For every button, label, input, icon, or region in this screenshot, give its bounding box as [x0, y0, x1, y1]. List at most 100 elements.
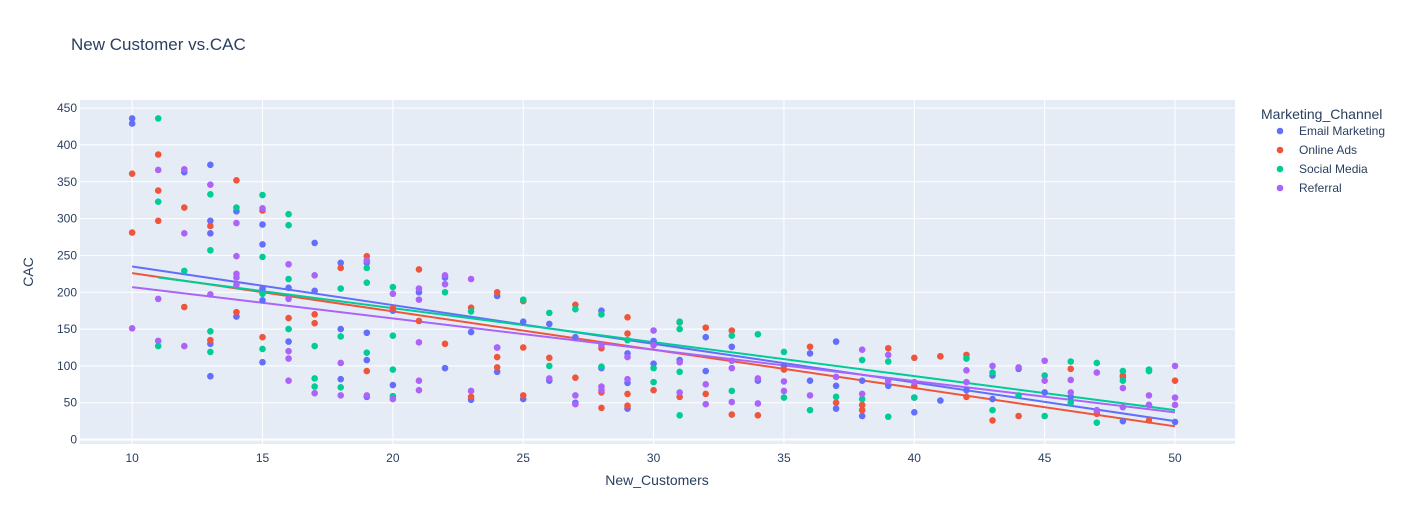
scatter-point[interactable]: [285, 295, 292, 303]
scatter-point[interactable]: [337, 375, 345, 383]
scatter-point[interactable]: [754, 411, 762, 419]
scatter-point[interactable]: [546, 309, 553, 317]
scatter-point[interactable]: [285, 338, 292, 345]
scatter-point[interactable]: [180, 342, 188, 350]
scatter-point[interactable]: [363, 257, 371, 264]
scatter-point[interactable]: [676, 389, 683, 396]
scatter-point[interactable]: [233, 274, 240, 281]
scatter-point[interactable]: [1041, 389, 1048, 396]
scatter-point[interactable]: [207, 190, 214, 198]
scatter-point[interactable]: [207, 230, 214, 237]
scatter-point[interactable]: [884, 344, 892, 352]
scatter-point[interactable]: [285, 325, 292, 333]
scatter-point[interactable]: [989, 395, 996, 403]
scatter-point[interactable]: [806, 377, 814, 384]
scatter-point[interactable]: [937, 353, 944, 360]
legend-item[interactable]: Social Media: [1276, 162, 1368, 176]
scatter-point[interactable]: [259, 191, 266, 199]
scatter-point[interactable]: [337, 359, 345, 367]
scatter-point[interactable]: [728, 411, 736, 418]
scatter-point[interactable]: [415, 377, 423, 384]
scatter-point[interactable]: [546, 362, 553, 370]
scatter-point[interactable]: [1171, 377, 1179, 384]
scatter-point[interactable]: [180, 230, 188, 237]
scatter-point[interactable]: [1145, 367, 1153, 375]
scatter-point[interactable]: [806, 392, 814, 399]
scatter-point[interactable]: [337, 325, 345, 333]
scatter-point[interactable]: [154, 295, 162, 303]
scatter-point[interactable]: [624, 353, 631, 361]
scatter-point[interactable]: [989, 369, 996, 376]
scatter-point[interactable]: [519, 296, 527, 303]
scatter-point[interactable]: [311, 342, 318, 350]
scatter-point[interactable]: [650, 327, 657, 334]
scatter-point[interactable]: [650, 378, 657, 386]
scatter-point[interactable]: [884, 382, 892, 390]
scatter-point[interactable]: [311, 311, 318, 318]
scatter-point[interactable]: [415, 285, 423, 292]
scatter-point[interactable]: [363, 367, 371, 375]
scatter-point[interactable]: [154, 115, 162, 122]
scatter-point[interactable]: [207, 336, 214, 344]
scatter-point[interactable]: [259, 297, 266, 304]
scatter-point[interactable]: [415, 317, 423, 325]
scatter-point[interactable]: [1067, 376, 1075, 384]
scatter-point[interactable]: [128, 325, 136, 332]
scatter-point[interactable]: [311, 319, 318, 327]
scatter-point[interactable]: [259, 285, 266, 292]
scatter-point[interactable]: [598, 311, 605, 318]
scatter-point[interactable]: [311, 375, 318, 382]
scatter-point[interactable]: [180, 204, 188, 211]
scatter-point[interactable]: [1041, 377, 1048, 384]
scatter-point[interactable]: [389, 290, 397, 298]
scatter-point[interactable]: [207, 222, 214, 230]
scatter-point[interactable]: [415, 266, 423, 273]
scatter-point[interactable]: [884, 351, 892, 359]
scatter-point[interactable]: [154, 187, 162, 194]
scatter-point[interactable]: [259, 358, 266, 366]
scatter-point[interactable]: [154, 342, 162, 350]
scatter-point[interactable]: [285, 347, 292, 355]
scatter-point[interactable]: [1067, 365, 1075, 373]
scatter-point[interactable]: [1145, 417, 1153, 424]
scatter-point[interactable]: [624, 390, 631, 398]
scatter-point[interactable]: [572, 392, 579, 399]
scatter-point[interactable]: [676, 411, 683, 419]
scatter-point[interactable]: [233, 219, 240, 227]
scatter-point[interactable]: [702, 367, 710, 375]
scatter-point[interactable]: [1041, 412, 1048, 420]
scatter-point[interactable]: [598, 363, 605, 370]
scatter-point[interactable]: [519, 318, 527, 326]
scatter-point[interactable]: [624, 330, 631, 337]
scatter-point[interactable]: [207, 161, 214, 169]
scatter-point[interactable]: [1015, 364, 1022, 371]
scatter-point[interactable]: [624, 336, 631, 344]
scatter-point[interactable]: [415, 386, 423, 394]
scatter-point[interactable]: [963, 355, 970, 362]
scatter-point[interactable]: [233, 252, 240, 260]
scatter-point[interactable]: [884, 358, 892, 365]
scatter-point[interactable]: [546, 354, 553, 362]
scatter-point[interactable]: [337, 285, 345, 292]
scatter-point[interactable]: [989, 406, 996, 414]
scatter-point[interactable]: [702, 324, 710, 331]
scatter-point[interactable]: [285, 275, 292, 283]
scatter-point[interactable]: [572, 374, 579, 382]
scatter-point[interactable]: [233, 281, 240, 289]
scatter-point[interactable]: [467, 275, 475, 283]
scatter-point[interactable]: [963, 367, 970, 374]
scatter-point[interactable]: [128, 170, 136, 177]
scatter-point[interactable]: [1119, 367, 1127, 375]
scatter-point[interactable]: [728, 364, 736, 372]
scatter-point[interactable]: [389, 381, 397, 389]
scatter-point[interactable]: [389, 332, 397, 340]
scatter-point[interactable]: [259, 204, 266, 212]
scatter-point[interactable]: [1145, 392, 1153, 399]
scatter-point[interactable]: [832, 382, 840, 390]
scatter-point[interactable]: [441, 340, 449, 348]
scatter-point[interactable]: [963, 378, 970, 386]
scatter-point[interactable]: [754, 330, 762, 338]
scatter-point[interactable]: [728, 332, 736, 340]
scatter-point[interactable]: [754, 375, 762, 382]
scatter-point[interactable]: [233, 176, 240, 184]
